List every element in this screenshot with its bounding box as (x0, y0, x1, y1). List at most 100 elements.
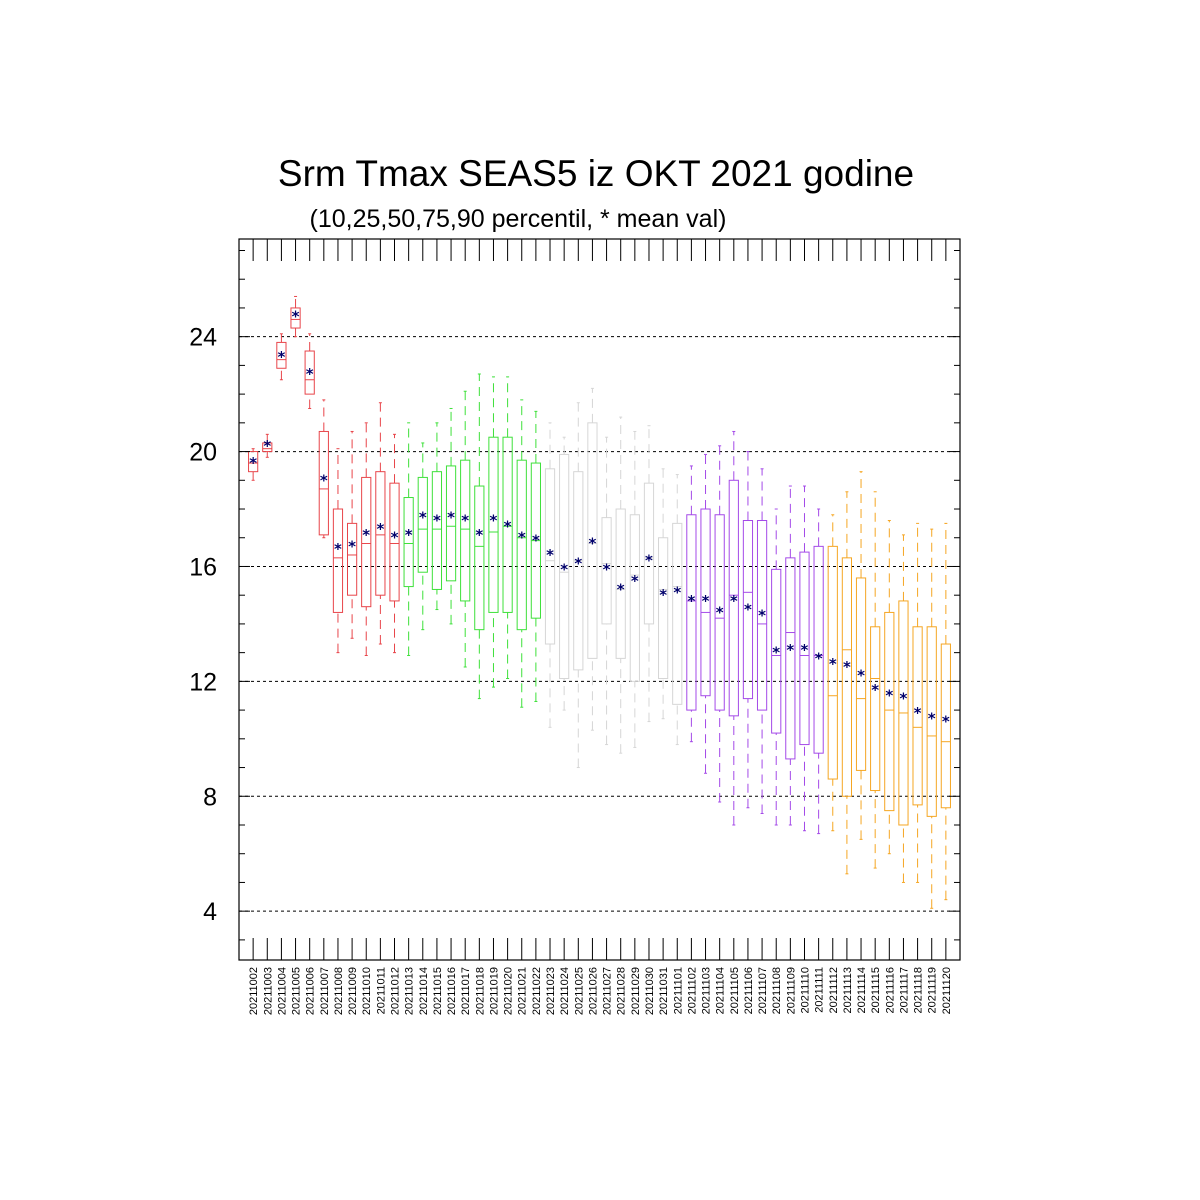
x-tick-label: 20211110 (799, 967, 811, 1014)
mean-marker: * (475, 526, 483, 544)
x-tick-label: 20211003 (262, 967, 274, 1015)
mean-marker: * (306, 365, 314, 383)
x-tick-label: 20211107 (757, 967, 769, 1014)
chart-subtitle: (10,25,50,75,90 percentil, * mean val) (310, 205, 727, 233)
y-tick-label: 12 (189, 668, 217, 696)
x-tick-label: 20211031 (658, 967, 670, 1015)
mean-marker: * (603, 560, 611, 578)
x-tick-label: 20211027 (602, 967, 614, 1015)
x-tick-label: 20211120 (941, 967, 953, 1014)
box (771, 568, 782, 734)
x-tick-label: 20211012 (390, 967, 402, 1015)
mean-marker: * (490, 512, 498, 530)
x-tick-label: 20211023 (545, 967, 557, 1015)
x-tick-label: 20211105 (729, 967, 741, 1014)
box (643, 482, 655, 625)
box (912, 626, 923, 806)
mean-markers: * * * * * * * * * * * * * * * * * * * * * * * * * * * * * * * * * * * * * * * *… (249, 308, 950, 731)
y-tick-label: 20 (189, 439, 217, 467)
x-tick-label: 20211006 (305, 967, 317, 1015)
x-tick-label: 20211119 (927, 967, 939, 1014)
mean-marker: * (843, 658, 851, 676)
x-tick-label: 20211108 (771, 967, 783, 1014)
box (346, 522, 358, 596)
box (629, 514, 640, 682)
x-tick-label: 20211029 (630, 967, 642, 1015)
box (445, 465, 457, 582)
box (417, 476, 428, 573)
mean-marker: * (574, 555, 582, 573)
box (587, 422, 598, 659)
mean-marker: * (391, 529, 399, 547)
x-tick-label: 20211016 (446, 967, 458, 1015)
x-tick-label: 20211111 (814, 967, 826, 1013)
mean-marker: * (928, 710, 936, 728)
x-tick-label: 20211004 (276, 967, 288, 1015)
mean-marker: * (815, 649, 823, 667)
mean-marker: * (871, 681, 879, 699)
mean-marker: * (645, 552, 653, 570)
x-tick-label: 20211101 (672, 967, 684, 1014)
mean-marker: * (687, 592, 695, 610)
box (573, 471, 584, 671)
box (728, 479, 739, 717)
mean-marker: * (320, 471, 328, 489)
x-tick-label: 20211024 (559, 967, 571, 1015)
plot-frame (238, 238, 961, 961)
mean-marker: * (263, 437, 271, 455)
mean-marker: * (716, 603, 724, 621)
x-tick-label: 20211026 (587, 967, 599, 1015)
mean-marker: * (659, 586, 667, 604)
box (431, 471, 443, 590)
mean-marker: * (631, 572, 639, 590)
mean-marker: * (857, 667, 865, 685)
mean-marker: * (829, 655, 837, 673)
mean-marker: * (447, 509, 455, 527)
box (361, 476, 372, 608)
box (488, 436, 499, 613)
box-series (248, 295, 951, 909)
box (658, 537, 669, 679)
box (460, 459, 471, 602)
box (785, 557, 796, 760)
box (502, 436, 513, 613)
x-tick-label: 20211022 (531, 967, 543, 1015)
x-tick-label: 20211118 (913, 967, 925, 1014)
x-tick-label: 20211008 (333, 967, 345, 1015)
mean-marker: * (786, 641, 794, 659)
box (389, 482, 400, 602)
mean-marker: * (405, 526, 413, 544)
mean-marker: * (277, 348, 285, 366)
mean-marker: * (376, 520, 384, 538)
mean-marker: * (772, 644, 780, 662)
x-tick-label: 20211011 (375, 967, 387, 1014)
x-tick-label: 20211010 (361, 967, 373, 1015)
x-tick-label: 20211013 (404, 967, 416, 1015)
mean-marker: * (518, 529, 526, 547)
mean-marker: * (673, 583, 681, 601)
box (841, 557, 853, 797)
box (700, 508, 711, 697)
mean-marker: * (702, 592, 710, 610)
box (403, 497, 414, 588)
box (884, 611, 895, 812)
x-tick-label: 20211007 (319, 967, 331, 1015)
box (375, 471, 386, 596)
box (276, 341, 287, 369)
mean-marker: * (433, 512, 441, 530)
box (926, 626, 937, 817)
box (940, 643, 951, 809)
mean-marker: * (942, 713, 950, 731)
mean-marker: * (885, 687, 893, 705)
box (827, 545, 838, 780)
mean-marker: * (532, 532, 540, 550)
box (290, 307, 301, 329)
mean-marker: * (249, 454, 257, 472)
y-tick-label: 16 (189, 553, 217, 581)
x-tick-label: 20211002 (248, 967, 260, 1015)
box (799, 551, 810, 746)
box (756, 520, 768, 711)
x-tick-label: 20211020 (503, 967, 515, 1015)
mean-marker: * (617, 580, 625, 598)
